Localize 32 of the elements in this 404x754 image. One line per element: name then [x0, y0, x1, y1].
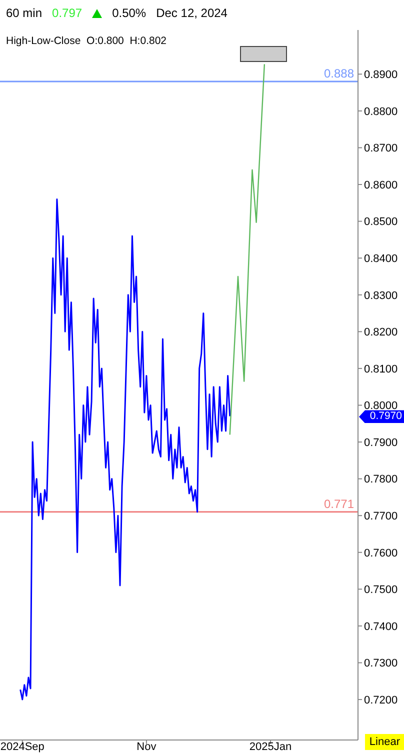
- text: High-Low-Close O:0.800 H:0.802: [6, 35, 166, 47]
- text: 0.50%: [112, 6, 146, 20]
- y-tick-label: 0.7800: [364, 474, 398, 486]
- y-tick-label: 0.8400: [364, 252, 398, 265]
- y-tick-label: 0.7400: [364, 620, 398, 633]
- line-series: [229, 64, 266, 436]
- y-tick-label: 0.8600: [364, 179, 398, 192]
- y-tick-label: 0.8500: [364, 216, 398, 228]
- line-series: [20, 198, 231, 700]
- y-tick-label: 0.7300: [364, 658, 398, 670]
- text: 0.797: [52, 6, 82, 20]
- y-tick-label: 0.8000: [364, 400, 398, 412]
- y-tick-label: 0.8800: [364, 106, 398, 118]
- x-tick-label: 2024Sep: [0, 740, 44, 753]
- y-tick-label: 0.7500: [364, 584, 398, 596]
- y-tick-label: 0.8300: [364, 290, 398, 302]
- ref-line-label: 0.888: [324, 66, 354, 81]
- chart-title: 60 min: [6, 6, 42, 20]
- text: Dec 12, 2024: [156, 6, 228, 20]
- x-tick-label: Nov: [136, 740, 157, 753]
- y-tick-label: 0.7700: [364, 510, 398, 522]
- text: Linear: [365, 734, 404, 750]
- y-tick-label: 0.7900: [364, 436, 398, 449]
- text: 0.7970: [359, 410, 404, 424]
- y-tick-label: 0.7200: [364, 694, 398, 706]
- y-tick-label: 0.8900: [364, 69, 398, 82]
- x-tick-label: 2025Jan: [249, 740, 292, 753]
- y-tick-label: 0.8700: [364, 142, 398, 155]
- y-tick-label: 0.8200: [364, 326, 398, 339]
- ref-line-label: 0.771: [324, 496, 354, 511]
- y-tick-label: 0.8100: [364, 363, 398, 376]
- y-tick-label: 0.7600: [364, 547, 398, 560]
